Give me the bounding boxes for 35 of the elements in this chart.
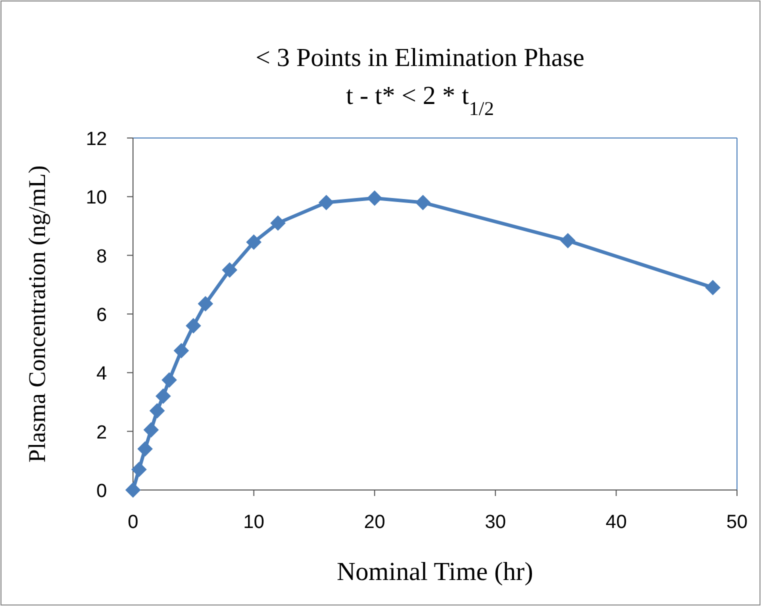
y-tick-label: 0 [96, 481, 107, 502]
point [126, 482, 140, 498]
y-tick-label: 8 [96, 246, 107, 268]
x-axis-title: Nominal Time (hr) [336, 557, 534, 586]
y-tick-label: 6 [96, 305, 107, 326]
point [246, 234, 262, 250]
point [270, 216, 286, 231]
x-tick-label: 20 [364, 512, 386, 533]
x-tick-label: 10 [243, 512, 264, 533]
point [132, 462, 147, 477]
point [156, 388, 171, 404]
point [144, 422, 159, 438]
point [138, 441, 153, 456]
x-tick-label: 30 [484, 512, 506, 533]
point [222, 262, 238, 278]
point [198, 296, 213, 312]
point [174, 343, 189, 358]
chart-title: < 3 Points in Elimination Phase [256, 43, 584, 72]
y-tick-label: 2 [96, 422, 107, 444]
y-tick-label: 12 [86, 129, 107, 150]
x-tick-label: 40 [606, 512, 627, 533]
point [705, 280, 720, 296]
point [415, 195, 430, 210]
point [318, 195, 334, 210]
chart-subtitle: t - t* < 2 * t$_{1/2}$ [346, 81, 494, 120]
point [186, 318, 201, 334]
point [162, 372, 177, 388]
x-tick-label: 0 [128, 512, 138, 533]
point [560, 233, 576, 248]
point [367, 190, 382, 206]
y-tick-label: 10 [86, 188, 107, 209]
y-tick-label: 4 [96, 364, 108, 385]
x-tick-label: 50 [726, 512, 748, 533]
point [150, 403, 165, 418]
y-axis-title: Plasma Concentration (ng/mL) [25, 165, 51, 463]
